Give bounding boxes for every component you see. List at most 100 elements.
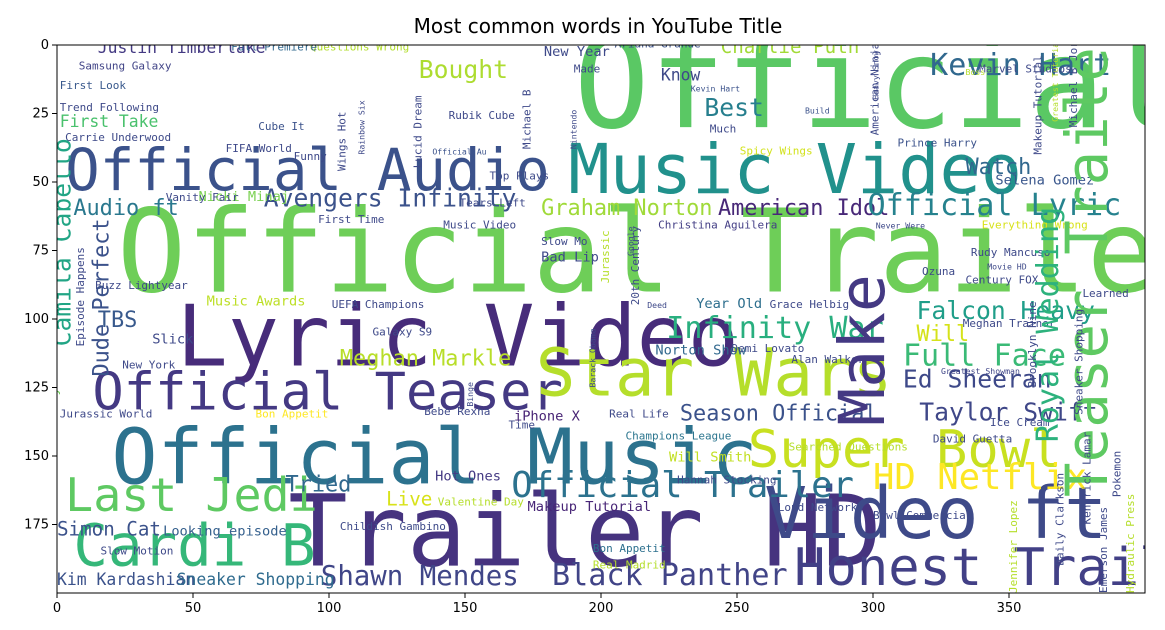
- x-tick-label: 50: [185, 601, 202, 616]
- word-10: Video ft: [764, 472, 1107, 555]
- word-132: 20th Century: [629, 225, 642, 305]
- y-tick-label: 50: [32, 175, 49, 190]
- word-137: Makeup Tutorial: [1032, 55, 1045, 154]
- word-17: Graham Norton: [541, 196, 712, 221]
- word-147: Emerson James: [1097, 507, 1110, 593]
- y-axis: 0 25 50 75 100 125 150 175: [24, 38, 57, 533]
- word-67: First Look: [60, 79, 127, 92]
- word-46: Year Old: [696, 296, 762, 312]
- word-68: Trend Following: [60, 101, 159, 114]
- word-91: Deed: [647, 300, 667, 310]
- word-105: Hannah Stocking: [677, 473, 776, 486]
- word-131: Jurassic: [599, 230, 612, 283]
- word-78: Build: [805, 106, 830, 116]
- word-93: New York: [122, 358, 175, 371]
- word-30: Meghan Markle: [340, 347, 511, 372]
- word-80: Top Plays: [489, 169, 549, 182]
- word-20: Avengers Infinity: [264, 184, 517, 213]
- word-82: Vanity Fair: [166, 191, 239, 204]
- word-40: Charlie Puth: [721, 35, 860, 58]
- word-50: Hot Ones: [435, 469, 501, 485]
- plot-background: [57, 45, 1145, 593]
- word-43: Looking episode: [163, 523, 287, 539]
- word-49: Will Smith: [669, 449, 751, 465]
- word-90: Grace Helbig: [770, 298, 849, 311]
- word-56: Champions League: [625, 430, 731, 443]
- word-70: Carrie Underwood: [65, 131, 171, 144]
- word-31: TBS: [98, 308, 138, 333]
- word-63: Ariana Grande: [615, 38, 701, 51]
- x-tick-label: 150: [453, 601, 478, 616]
- word-58: Everything Wrong: [982, 219, 1088, 232]
- word-104: Searched Questions: [789, 441, 908, 454]
- word-112: Century FOX: [965, 273, 1038, 286]
- word-12: Cardi B: [73, 513, 315, 580]
- word-61: Marvel Studios: [979, 62, 1072, 75]
- word-128: Michael B: [520, 89, 533, 149]
- word-96: Alan Walker: [791, 353, 864, 366]
- word-142: Brooklyn Nine: [1026, 301, 1039, 387]
- word-29: Official Trailer: [511, 465, 854, 506]
- word-14: Shawn Mendes: [321, 561, 519, 592]
- word-88: Buzz Lightyear: [95, 279, 188, 292]
- x-tick-label: 250: [725, 601, 750, 616]
- word-83: Funny: [294, 150, 327, 163]
- word-119: Camila Cabello: [48, 138, 77, 346]
- word-65: Full Premiere: [231, 40, 317, 53]
- word-57: Christina Aguilera: [658, 219, 777, 232]
- word-44: Nicki Minaj: [198, 189, 289, 205]
- word-48: iPhone X: [514, 408, 581, 424]
- word-26: Taylor Swift: [919, 397, 1097, 426]
- word-144: Daily Clarkson: [1053, 473, 1066, 566]
- word-94: Slick: [152, 332, 194, 348]
- word-4: Lyric Video: [177, 288, 739, 387]
- word-60: Prince Harry: [897, 136, 977, 149]
- word-95: Demi Lovato: [732, 342, 805, 355]
- word-15: Black Panther: [552, 558, 788, 593]
- word-110: Real Madrid: [593, 558, 666, 571]
- x-tick-label: 350: [997, 601, 1022, 616]
- word-38: Simon Cat: [57, 517, 161, 540]
- word-111: Rudy Mancuso: [971, 246, 1050, 259]
- word-66: Samsung Galaxy: [79, 60, 172, 73]
- word-76: Made: [574, 62, 601, 75]
- word-84: Music Video: [443, 219, 516, 232]
- word-24: Falcon Heavy: [917, 296, 1095, 325]
- word-100: Real Life: [609, 408, 669, 421]
- word-75: Spicy Wings: [740, 145, 813, 158]
- word-122: Teaser Trailer: [1054, 12, 1121, 497]
- word-35: Will: [917, 322, 970, 347]
- word-106: Valentine Day: [438, 495, 524, 508]
- word-136: American Ninja: [868, 43, 881, 136]
- x-tick-label: 200: [589, 601, 614, 616]
- word-86: Slow Mo: [541, 235, 587, 248]
- word-114: Ozuna: [922, 265, 955, 278]
- word-99: Bebe Rexha: [424, 405, 490, 418]
- word-36: Tried: [285, 473, 351, 498]
- word-16: Kevin Hart: [930, 48, 1111, 83]
- y-tick-label: 0: [41, 38, 49, 53]
- word-73: FIFA World: [226, 142, 292, 155]
- word-71: Rubik Cube: [449, 109, 515, 122]
- word-41: Kim Kardashian: [57, 570, 195, 589]
- word-140: Heavy Snow: [870, 50, 880, 99]
- word-102: Ice Cream: [990, 416, 1050, 429]
- word-118: Kevin Hart: [691, 84, 740, 94]
- word-55: Greatest Showman: [941, 366, 1020, 376]
- word-127: Lucid Dream: [411, 95, 424, 168]
- word-89: UEFA Champions: [332, 298, 425, 311]
- word-138: Michael B Jordan: [1067, 21, 1080, 127]
- word-52: Childish Gambino: [340, 520, 446, 533]
- word-74: Official Au: [432, 147, 486, 157]
- y-tick-label: 150: [24, 449, 49, 464]
- word-120: Dude Perfect: [90, 218, 115, 376]
- y-tick-label: 175: [24, 518, 49, 533]
- word-5: Official Teaser: [92, 362, 562, 422]
- word-21: Audio ft: [73, 196, 178, 221]
- word-143: Jennifer Lopez: [1007, 500, 1020, 593]
- word-11: Honest Trailer: [794, 538, 1165, 598]
- word-113: Learned: [1082, 287, 1128, 300]
- word-39: Justin Timberlake: [98, 38, 266, 57]
- word-148: Hydraulic Press: [1124, 494, 1137, 593]
